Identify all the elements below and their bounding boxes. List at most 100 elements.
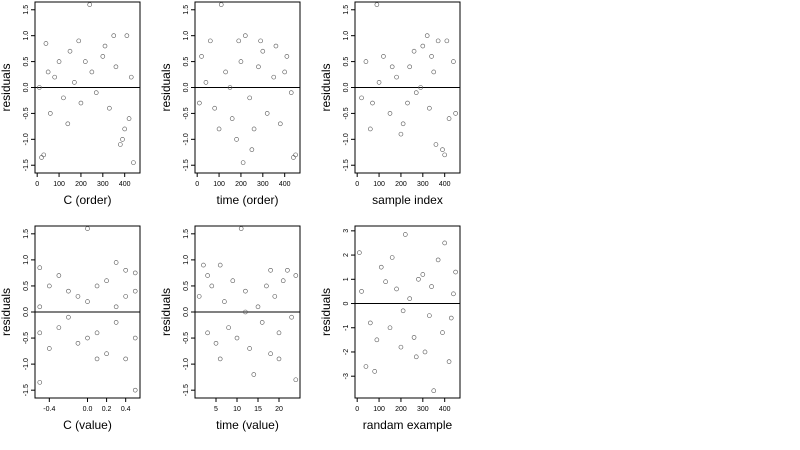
data-point [433,142,439,147]
data-point [61,95,66,101]
data-point [259,320,265,325]
data-point [78,100,84,106]
data-point [94,330,100,336]
data-point [120,137,125,142]
data-point [107,105,112,111]
x-tick-label: 300 [417,406,429,413]
data-point [47,283,52,289]
data-point [264,111,270,116]
data-point [249,147,255,152]
y-tick-label: 0.5 [183,57,190,67]
data-point [398,344,404,350]
data-point [389,255,395,260]
data-point [394,286,399,292]
x-tick-label: 0 [35,181,39,188]
data-point [45,69,51,75]
data-point [400,121,406,127]
data-point [37,265,43,270]
x-tick-label: 10 [233,406,241,413]
x-tick-label: 5 [214,406,218,413]
data-point [41,152,47,158]
data-point [394,74,399,80]
data-point [446,359,452,364]
data-point [123,294,128,299]
y-tick-label: 0.0 [183,307,190,317]
y-tick-label: 1.0 [183,255,190,265]
data-point [234,335,240,341]
data-point [448,315,454,321]
data-point [56,59,62,64]
y-axis-label: residuals [159,63,173,111]
data-point [268,268,273,273]
data-point [240,160,246,165]
data-point [47,346,52,351]
x-tick-label: 20 [275,406,283,413]
data-point [208,38,213,44]
y-tick-label: 0.0 [183,83,190,93]
data-point [276,330,282,336]
data-point [203,80,209,85]
data-point [118,142,123,147]
panel-2: 1.5 1.0 0.5 0.0 -0.5 -1.0 -1.5 0 100 200 300 400tim… [159,1,301,207]
data-point [363,364,369,369]
y-axis-label: residuals [0,288,13,336]
data-point [405,100,410,106]
data-point [243,309,248,315]
data-point [85,335,90,341]
x-tick-label: 100 [373,406,385,413]
data-point [111,33,117,38]
data-point [217,356,223,362]
x-tick-label: 100 [213,181,225,188]
data-point [422,349,428,355]
y-tick-label: -0.5 [23,332,30,344]
data-point [282,69,287,75]
data-point [407,64,412,70]
data-point [273,43,279,49]
x-tick-label: 400 [439,181,451,188]
y-tick-label: -1.0 [183,358,190,370]
y-tick-label: 1.0 [23,31,30,41]
y-tick-label: 1.5 [343,5,350,15]
x-tick-label: 100 [373,181,385,188]
data-point [87,2,92,7]
data-point [293,377,299,383]
data-point [381,54,386,59]
data-point [196,294,202,299]
data-point [411,335,417,340]
data-point [209,283,215,289]
y-tick-label: 1.5 [23,229,30,239]
data-point [93,90,99,95]
data-point [238,59,244,64]
data-point [76,38,82,44]
x-tick-label: 200 [75,181,87,188]
data-point [113,320,119,325]
x-axis-label: C (order) [63,193,111,207]
data-point [440,330,445,335]
data-point [37,330,43,336]
y-tick-label: -1.5 [343,159,350,171]
data-point [416,276,421,282]
y-tick-label: 0.5 [23,281,30,291]
x-tick-label: 100 [53,181,65,188]
data-point [387,111,393,116]
x-tick-label: 200 [395,406,407,413]
data-point [56,325,62,330]
data-point [132,387,138,393]
y-tick-label: -2 [343,349,350,355]
y-tick-label: -1 [343,325,350,331]
x-tick-label: 0.0 [83,406,93,413]
data-point [205,330,210,336]
x-axis-label: C (value) [63,418,112,432]
data-point [407,296,412,301]
data-point [230,278,236,284]
data-point [217,262,223,268]
data-point [451,291,456,297]
plot-frame [354,225,461,399]
y-axis-label: residuals [319,63,333,111]
data-point [376,80,382,85]
y-tick-label: 1.5 [183,5,190,15]
data-point [113,304,119,310]
data-point [222,299,227,304]
data-point [201,262,206,268]
